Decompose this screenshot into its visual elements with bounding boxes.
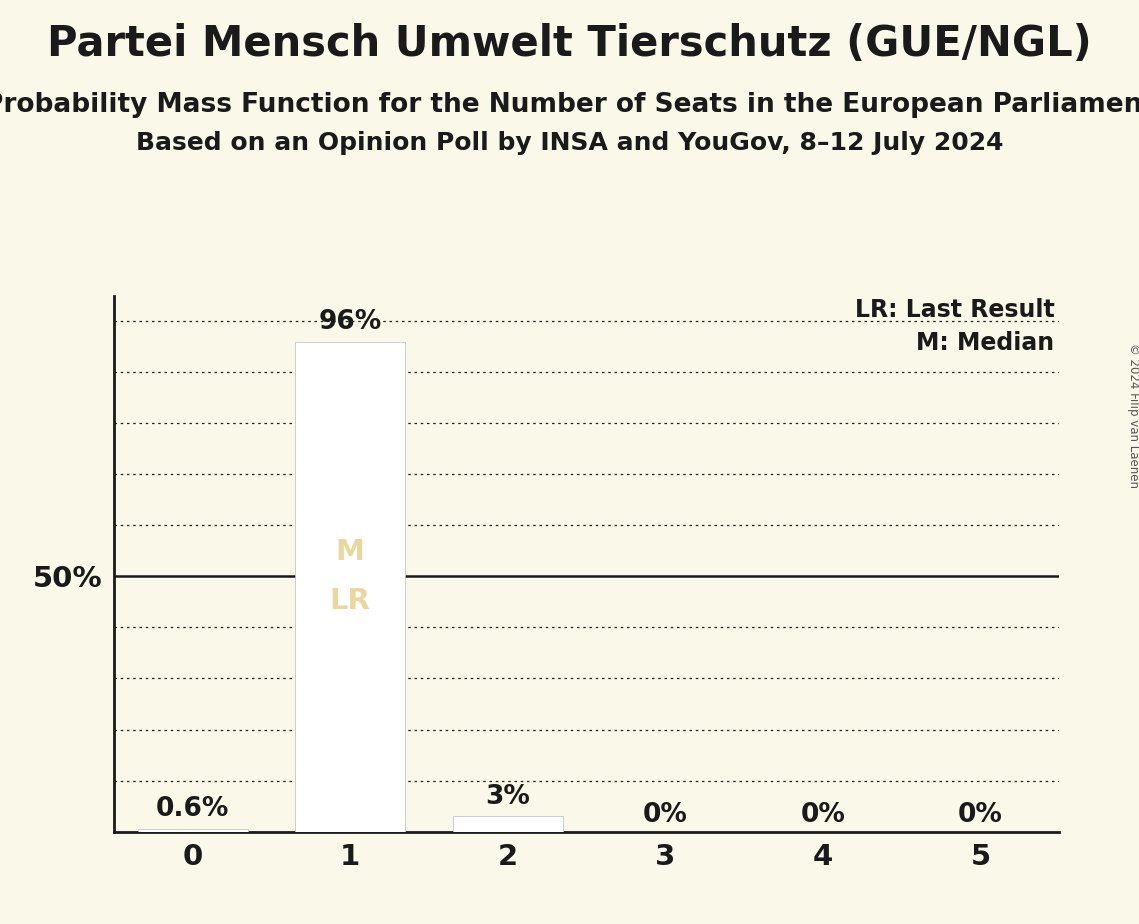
Text: 0%: 0% <box>642 801 688 828</box>
Text: Based on an Opinion Poll by INSA and YouGov, 8–12 July 2024: Based on an Opinion Poll by INSA and You… <box>136 131 1003 155</box>
Text: LR: LR <box>330 587 370 614</box>
Text: M: M <box>336 538 364 566</box>
Bar <box>452 816 563 832</box>
Text: M: Median: M: Median <box>917 331 1055 355</box>
Bar <box>138 829 248 832</box>
Text: Probability Mass Function for the Number of Seats in the European Parliament: Probability Mass Function for the Number… <box>0 92 1139 118</box>
Text: 0.6%: 0.6% <box>156 796 229 822</box>
Text: LR: Last Result: LR: Last Result <box>854 298 1055 322</box>
Text: 0%: 0% <box>958 801 1003 828</box>
Text: © 2024 Filip van Laenen: © 2024 Filip van Laenen <box>1126 344 1139 488</box>
Text: Partei Mensch Umwelt Tierschutz (GUE/NGL): Partei Mensch Umwelt Tierschutz (GUE/NGL… <box>47 23 1092 65</box>
Text: 96%: 96% <box>319 309 382 335</box>
Bar <box>295 342 405 832</box>
Text: 3%: 3% <box>485 784 531 809</box>
Text: 0%: 0% <box>801 801 845 828</box>
